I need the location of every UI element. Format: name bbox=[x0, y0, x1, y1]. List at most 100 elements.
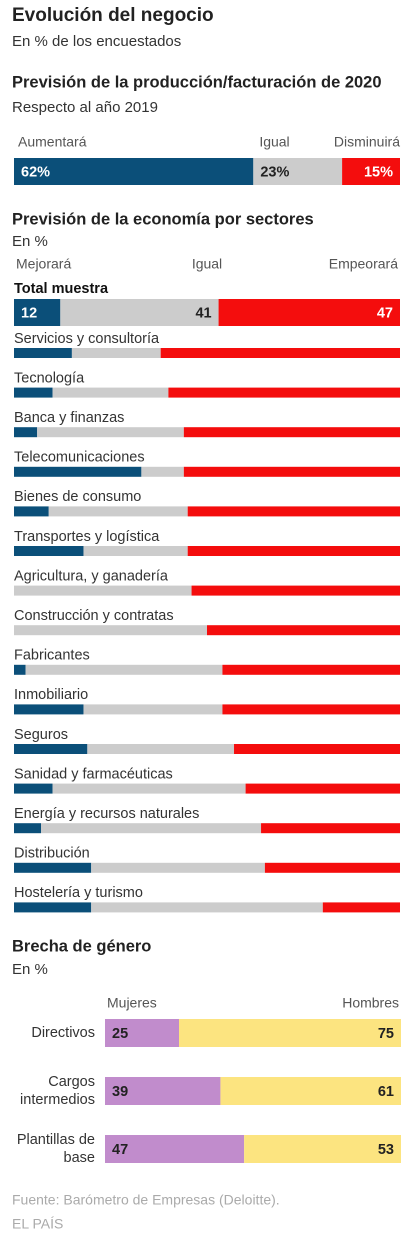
legend-label: Mejorará bbox=[16, 256, 71, 272]
chart-subtitle: En % bbox=[12, 233, 48, 250]
chart-title: Previsión de la producción/facturación d… bbox=[12, 73, 382, 91]
value-label: 25 bbox=[112, 1026, 128, 1042]
category-label: Plantillas de base bbox=[16, 1132, 95, 1166]
value-label: 62% bbox=[21, 164, 50, 180]
bar-segment bbox=[91, 902, 323, 913]
category-label-box: Plantillas de base bbox=[16, 1132, 95, 1166]
bar-segment bbox=[14, 299, 61, 326]
bar-segment bbox=[37, 427, 184, 438]
bar-segment bbox=[14, 546, 84, 556]
bar-segment bbox=[14, 625, 207, 636]
category-label: Transportes y logística bbox=[14, 529, 160, 545]
bar-segment bbox=[14, 387, 53, 398]
bar-segment bbox=[14, 744, 88, 754]
bar-segment bbox=[183, 466, 400, 477]
bar-segment bbox=[14, 704, 84, 715]
credit: EL PAÍS bbox=[12, 1216, 63, 1232]
bar-segment bbox=[220, 1077, 401, 1105]
bar-segment bbox=[83, 546, 188, 556]
bar-segment bbox=[60, 299, 219, 326]
chart-title: Previsión de la economía por sectores bbox=[12, 210, 314, 228]
value-label: 61 bbox=[378, 1084, 394, 1100]
bar-segment bbox=[87, 744, 235, 754]
bar-segment bbox=[207, 625, 400, 636]
bar-segment bbox=[91, 862, 265, 873]
category-label: Agricultura, y ganadería bbox=[14, 568, 169, 584]
value-label: 15% bbox=[364, 164, 393, 180]
category-label: Directivos bbox=[31, 1025, 95, 1041]
legend-label: Igual bbox=[192, 256, 222, 272]
bar-segment bbox=[41, 823, 262, 834]
bar-segment bbox=[187, 506, 400, 517]
bar-segment bbox=[222, 704, 400, 715]
bar-segment bbox=[48, 506, 188, 517]
category-label: Fabricantes bbox=[14, 648, 90, 664]
bar-segment bbox=[14, 466, 142, 477]
category-label-box: Directivos bbox=[31, 1025, 95, 1041]
chart-subtitle: Respecto al año 2019 bbox=[12, 99, 158, 116]
bar-segment bbox=[141, 466, 184, 477]
bar-segment bbox=[187, 546, 400, 556]
bar-segment bbox=[71, 348, 161, 358]
main-subtitle: En % de los encuestados bbox=[12, 33, 181, 50]
source: Fuente: Barómetro de Empresas (Deloitte)… bbox=[12, 1192, 280, 1208]
bar-segment bbox=[191, 585, 400, 596]
bar-segment bbox=[14, 427, 38, 438]
value-label: 47 bbox=[377, 305, 393, 321]
bar-segment bbox=[25, 664, 223, 675]
category-label: Banca y finanzas bbox=[14, 410, 124, 426]
category-label: Bienes de consumo bbox=[14, 489, 141, 505]
bar-segment bbox=[264, 862, 400, 873]
legend-label: Hombres bbox=[342, 995, 399, 1011]
bar-segment bbox=[105, 1077, 221, 1105]
bar-segment bbox=[183, 427, 400, 438]
legend-label: Mujeres bbox=[107, 995, 157, 1011]
bar-segment bbox=[168, 387, 400, 398]
value-label: 53 bbox=[378, 1142, 394, 1158]
bar-segment bbox=[234, 744, 400, 754]
category-label: Energía y recursos naturales bbox=[14, 806, 199, 822]
category-label: Telecomunicaciones bbox=[14, 450, 145, 466]
legend-label: Disminuirá bbox=[334, 134, 400, 150]
bar-segment bbox=[14, 862, 92, 873]
bar-segment bbox=[160, 348, 400, 358]
category-label: Construcción y contratas bbox=[14, 608, 174, 624]
bar-segment bbox=[105, 1019, 179, 1047]
value-label: 23% bbox=[260, 164, 289, 180]
category-label: Sanidad y farmacéuticas bbox=[14, 766, 173, 782]
value-label: 41 bbox=[195, 305, 211, 321]
category-label: Distribución bbox=[14, 846, 90, 862]
legend-label: Empeorará bbox=[329, 256, 398, 272]
bar-segment bbox=[179, 1019, 401, 1047]
chart-subtitle: En % bbox=[12, 961, 48, 978]
category-label: Tecnología bbox=[14, 370, 85, 386]
bar-segment bbox=[245, 783, 400, 794]
bar-segment bbox=[253, 158, 343, 185]
value-label: 39 bbox=[112, 1084, 128, 1100]
bar-segment bbox=[244, 1135, 401, 1163]
category-label: Cargos intermedios bbox=[20, 1074, 95, 1108]
category-label-bold: Total muestra bbox=[14, 281, 109, 297]
bar-segment bbox=[342, 158, 400, 185]
bar-segment bbox=[322, 902, 400, 913]
category-label: Inmobiliario bbox=[14, 687, 88, 703]
value-label: 47 bbox=[112, 1142, 128, 1158]
bar-segment bbox=[14, 506, 49, 517]
legend-label: Aumentará bbox=[18, 134, 87, 150]
bar-segment bbox=[14, 823, 42, 834]
main-title: Evolución del negocio bbox=[12, 5, 214, 26]
bar-segment bbox=[14, 348, 72, 358]
category-label: Hostelería y turismo bbox=[14, 885, 143, 901]
bar-segment bbox=[222, 664, 400, 675]
value-label: 75 bbox=[378, 1026, 394, 1042]
bar-segment bbox=[14, 783, 53, 794]
bar-segment bbox=[14, 585, 192, 596]
bar-segment bbox=[83, 704, 223, 715]
bar-segment bbox=[218, 299, 400, 326]
category-label: Servicios y consultoría bbox=[14, 331, 160, 347]
category-label-box: Cargos intermedios bbox=[20, 1074, 95, 1108]
legend-label: Igual bbox=[259, 134, 289, 150]
bar-segment bbox=[105, 1135, 245, 1163]
category-label: Seguros bbox=[14, 727, 68, 743]
